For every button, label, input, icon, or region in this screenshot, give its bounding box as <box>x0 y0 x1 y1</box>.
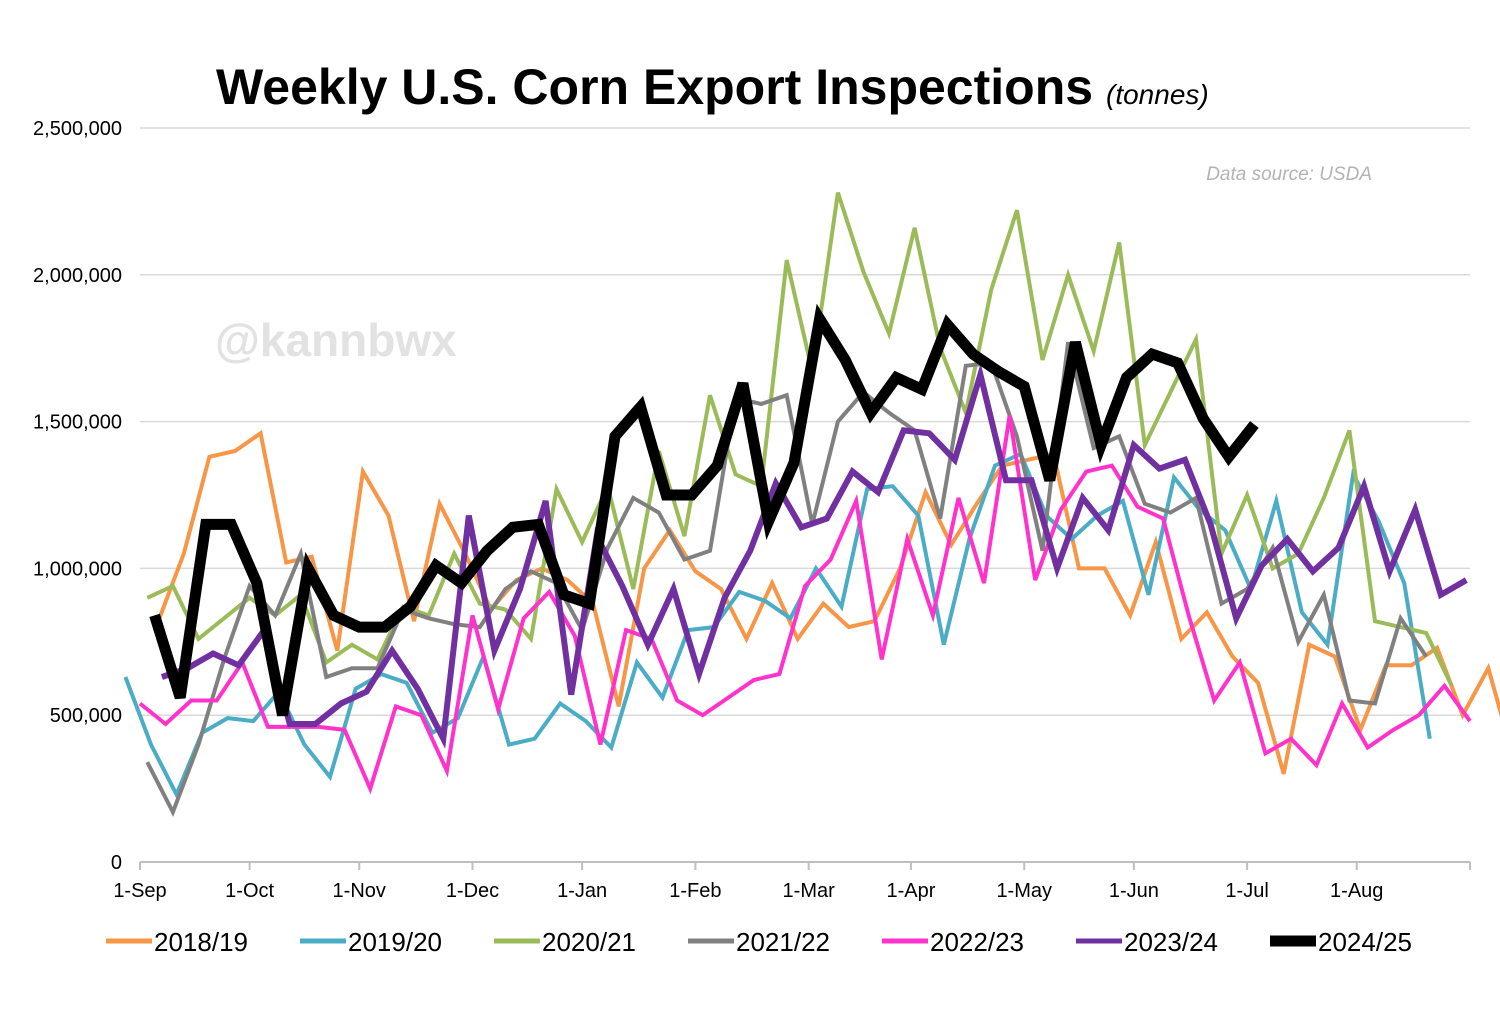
legend-label: 2021/22 <box>736 927 830 957</box>
chart-subtitle: (tonnes) <box>1106 79 1209 110</box>
y-tick-label: 500,000 <box>50 705 122 727</box>
series-line-2018-19 <box>156 429 1500 775</box>
x-tick-label: 1-Oct <box>225 880 274 902</box>
x-tick-label: 1-Jan <box>557 880 607 902</box>
x-tick-label: 1-Mar <box>783 880 836 902</box>
y-tick-label: 1,500,000 <box>33 412 122 434</box>
legend-label: 2022/23 <box>930 927 1024 957</box>
watermark-text: @kannbwx <box>215 314 457 366</box>
series-line-2024-25 <box>149 303 1259 717</box>
legend-label: 2023/24 <box>1124 927 1218 957</box>
series-line-2019-20 <box>123 451 1432 800</box>
x-tick-label: 1-Dec <box>446 880 499 902</box>
legend-label: 2019/20 <box>348 927 442 957</box>
data-source-note: Data source: USDA <box>1206 164 1372 185</box>
legend-label: 2020/21 <box>542 927 636 957</box>
x-tick-label: 1-Feb <box>669 880 721 902</box>
x-tick-label: 1-Jul <box>1225 880 1268 902</box>
y-tick-label: 2,500,000 <box>33 118 122 140</box>
chart-title: Weekly U.S. Corn Export Inspections <box>216 59 1093 115</box>
legend: 2018/19 2019/20 2020/21 2021/22 2022/23 2023/… <box>106 927 1412 957</box>
y-tick-label: 1,000,000 <box>33 558 122 580</box>
x-axis: 1-Sep 1-Oct 1-Nov 1-Dec 1-Jan 1-Feb 1-Mar 1-Apr… <box>113 861 1471 902</box>
series-lines <box>123 191 1500 818</box>
x-tick-label: 1-Jun <box>1109 880 1159 902</box>
x-tick-label: 1-Aug <box>1330 880 1383 902</box>
legend-label: 2018/19 <box>154 927 248 957</box>
series-line-2020-21 <box>146 191 1454 687</box>
y-axis-tick-labels: 0 500,000 1,000,000 1,500,000 2,000,000 2,500… <box>33 118 122 874</box>
series-line-2022-23 <box>138 415 1472 795</box>
series-line-2023-24 <box>160 363 1468 749</box>
y-tick-label: 0 <box>111 852 122 874</box>
x-tick-label: 1-Apr <box>887 880 936 902</box>
y-tick-label: 2,000,000 <box>33 265 122 287</box>
x-tick-label: 1-May <box>996 880 1052 902</box>
x-tick-label: 1-Sep <box>113 880 166 902</box>
series-line-2021-22 <box>145 341 1428 818</box>
x-tick-label: 1-Nov <box>333 880 386 902</box>
legend-label: 2024/25 <box>1318 927 1412 957</box>
